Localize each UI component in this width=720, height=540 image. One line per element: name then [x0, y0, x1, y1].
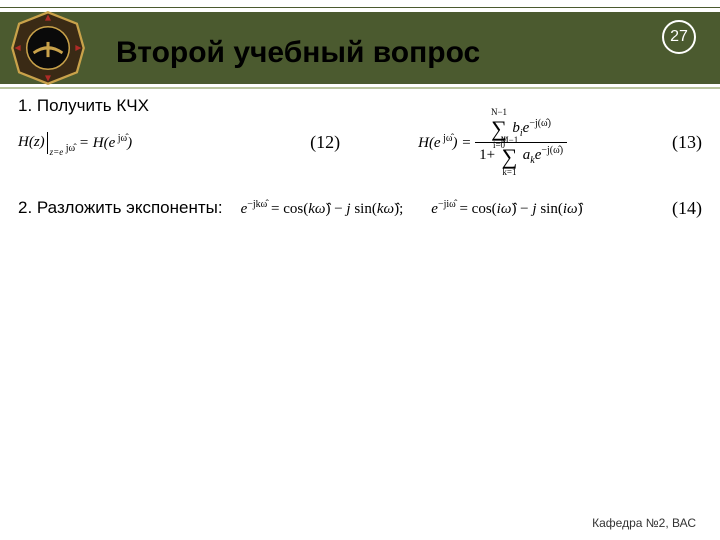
item-2-row: 2. Разложить экспоненты: e−jkω̂ = cos(kω…	[18, 198, 702, 219]
eq13-num-upper: N−1	[491, 108, 507, 118]
footer-text: Кафедра №2, ВАС	[592, 516, 696, 530]
header-divider	[0, 87, 720, 89]
eq13-den-lower: k=1	[502, 168, 516, 178]
item-1-row: 1. Получить КЧХ	[18, 96, 702, 116]
equation-14-b: e−jiω̂ = cos(iω̂) − j sin(iω̂)	[431, 199, 582, 218]
page-number-badge: 27	[662, 20, 696, 54]
equation-13: H(e jω̂) = N−1∑i=0 bie−j(ω̂) 1+ M−1∑k=1 …	[418, 118, 567, 168]
body-content: 1. Получить КЧХ H(z) z=e jω̂ = H(e jω̂) …	[0, 92, 720, 219]
item-2-text: 2. Разложить экспоненты:	[18, 198, 223, 218]
equation-14-label: (14)	[672, 198, 702, 219]
item-1-text: 1. Получить КЧХ	[18, 96, 198, 116]
page-number: 27	[670, 28, 688, 46]
slide-root: Второй учебный вопрос 27 1. Получить КЧХ…	[0, 0, 720, 540]
equation-12-label: (12)	[310, 132, 340, 153]
military-emblem-icon	[10, 10, 86, 86]
equation-12: H(z) z=e jω̂ = H(e jω̂)	[18, 132, 132, 154]
eq13-den-upper: M−1	[501, 136, 519, 146]
equation-13-label: (13)	[672, 132, 702, 153]
page-title: Второй учебный вопрос	[116, 36, 480, 70]
top-hairline	[0, 7, 720, 8]
equations-row-1: H(z) z=e jω̂ = H(e jω̂) (12) H(e jω̂) = …	[18, 118, 702, 168]
equation-14-a: e−jkω̂ = cos(kω̂) − j sin(kω̂);	[241, 199, 404, 218]
